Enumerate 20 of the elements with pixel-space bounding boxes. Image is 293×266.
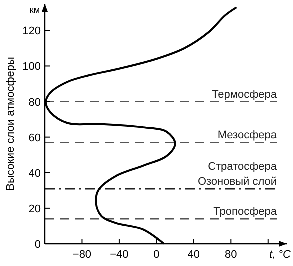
y-tick-label: 120 (22, 26, 41, 38)
text: км (30, 5, 40, 15)
ref-line-label: Тропосфера (214, 206, 278, 218)
y-tick-label: 60 (28, 132, 41, 144)
x-tick-label: −80 (72, 249, 92, 261)
y-tick-label: 20 (28, 203, 41, 216)
x-axis-title: t, °C (269, 249, 292, 261)
y-axis-title: Высокие слои атмосферы (5, 57, 17, 191)
x-tick-label: 40 (188, 249, 200, 261)
x-tick-label: −40 (110, 249, 129, 261)
x-tick-label: 80 (225, 249, 238, 261)
x-tick-label: 0 (154, 249, 160, 261)
y-tick-label: 80 (28, 96, 41, 109)
y-tick-label: 40 (28, 168, 41, 180)
ref-line-label: Озоновый слой (198, 176, 277, 188)
y-tick-label: 0 (34, 239, 41, 251)
annotation: Стратосфера (208, 160, 278, 173)
ref-line-label: Мезосфера (218, 130, 278, 142)
ref-line-label: Термосфера (212, 88, 278, 101)
y-tick-label: 100 (22, 61, 41, 74)
